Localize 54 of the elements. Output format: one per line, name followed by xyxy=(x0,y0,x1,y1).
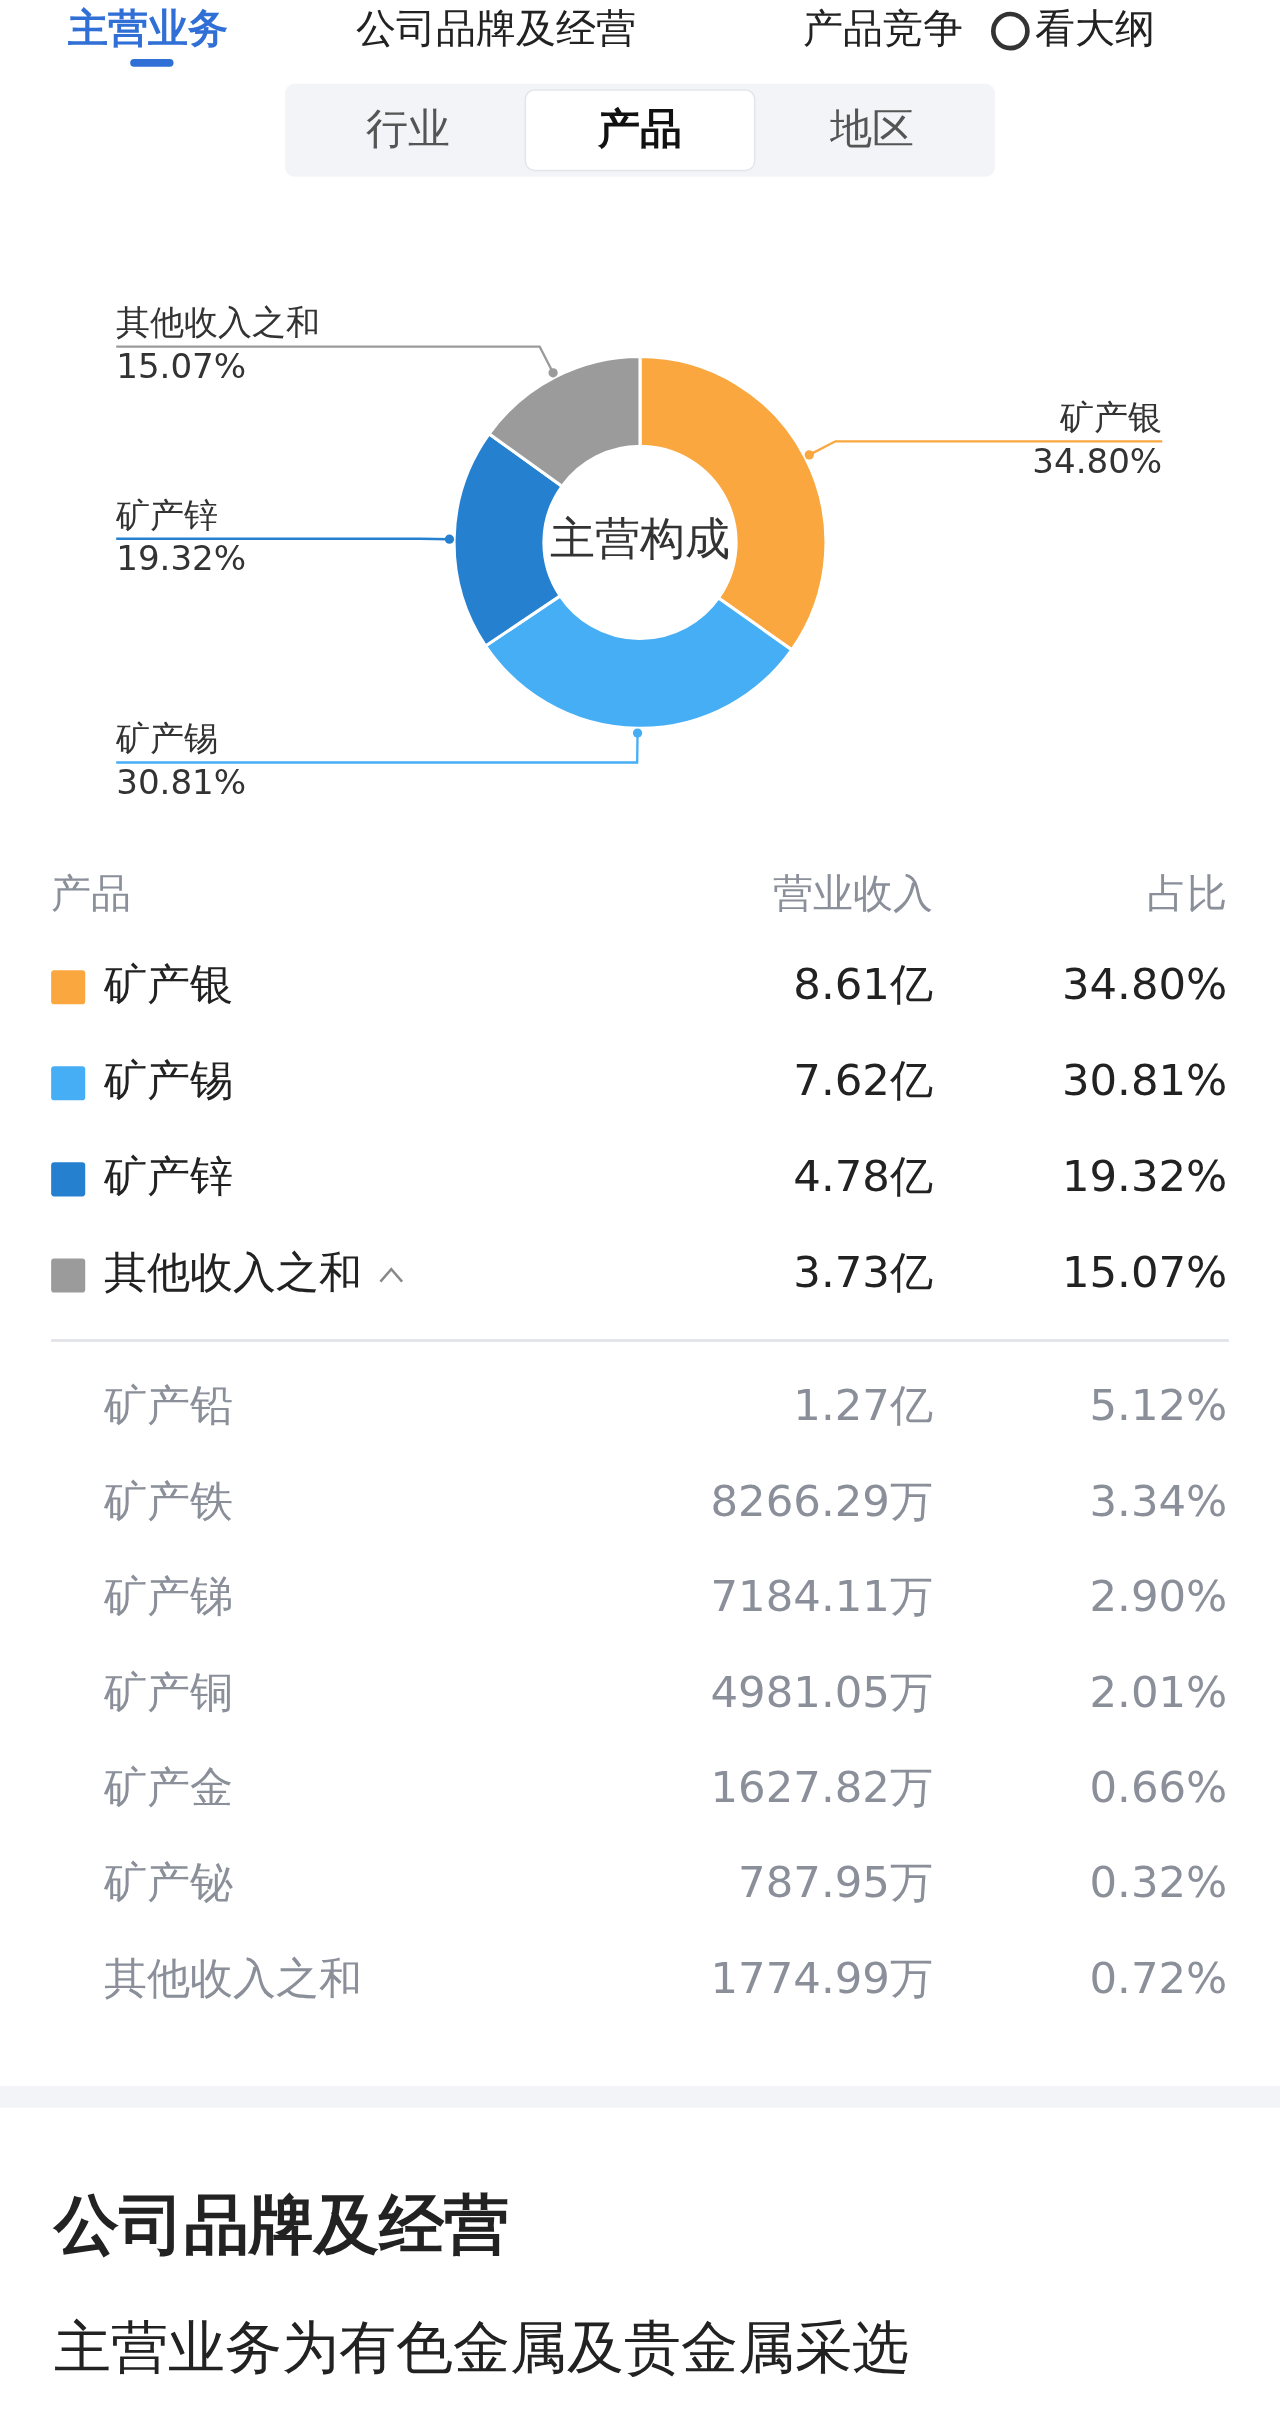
text: 1774.99万 xyxy=(710,1952,933,2003)
text: 34.80% xyxy=(1061,958,1228,1009)
text: 占比 xyxy=(1147,869,1228,917)
text: 产品竞争 xyxy=(802,5,963,53)
data-label: 34.80% xyxy=(1032,440,1163,481)
slice-label: 矿产锌 xyxy=(115,494,219,535)
text: 公司品牌及经营 xyxy=(52,2186,510,2262)
text: 矿产铜 xyxy=(102,1666,233,1717)
slice-label: 矿产锡 xyxy=(115,718,219,759)
text: 营业收入 xyxy=(772,869,933,917)
text: 其他收入之和 xyxy=(103,1952,362,2003)
slice-label: 矿产银 xyxy=(1059,397,1163,438)
text: 矿产金 xyxy=(102,1762,233,1813)
text: 3.73亿 xyxy=(793,1246,933,1297)
text: 4.78亿 xyxy=(793,1150,933,1201)
text: 行业 xyxy=(365,104,450,154)
text: 787.95万 xyxy=(738,1857,933,1908)
data-label: 30.81% xyxy=(116,761,247,802)
text: 5.12% xyxy=(1089,1380,1228,1431)
text: 7.62亿 xyxy=(793,1054,933,1105)
data-label: 19.32% xyxy=(116,537,247,578)
text: 矿产铅 xyxy=(102,1380,233,1431)
text: 1.27亿 xyxy=(793,1380,933,1431)
data-label: 15.07% xyxy=(116,345,247,386)
text: 19.32% xyxy=(1061,1150,1228,1201)
text: 产品 xyxy=(51,869,132,917)
text: 30.81% xyxy=(1061,1054,1228,1105)
text: 主营业务 xyxy=(67,5,229,53)
text: 8266.29万 xyxy=(710,1475,933,1526)
text: 0.32% xyxy=(1089,1857,1228,1908)
text: 7184.11万 xyxy=(710,1571,933,1622)
slice-label: 其他收入之和 xyxy=(116,302,321,343)
text: 主营构成 xyxy=(550,512,730,566)
text: 15.07% xyxy=(1061,1246,1228,1297)
text: 矿产铋 xyxy=(102,1857,233,1908)
text: 2.01% xyxy=(1089,1666,1228,1717)
legend-label: 其他收入之和 xyxy=(103,1246,362,1297)
text: 0.72% xyxy=(1089,1952,1228,2003)
text: 主营业务为有色金属及贵金属采选 xyxy=(54,2313,910,2381)
text: 看大纲 xyxy=(1035,5,1156,53)
legend-label: 矿产锡 xyxy=(102,1054,233,1105)
legend-label: 矿产锌 xyxy=(102,1150,233,1201)
text: 4981.05万 xyxy=(710,1666,933,1717)
text: 矿产锑 xyxy=(102,1571,233,1622)
text: 3.34% xyxy=(1089,1475,1228,1526)
legend-label: 矿产银 xyxy=(102,958,233,1009)
text: 8.61亿 xyxy=(793,958,933,1009)
text: 0.66% xyxy=(1089,1762,1228,1813)
text: 地区 xyxy=(829,104,915,154)
text: 公司品牌及经营 xyxy=(356,5,637,53)
text: 矿产铁 xyxy=(102,1475,233,1526)
text: 产品 xyxy=(597,104,682,154)
text: 1627.82万 xyxy=(710,1762,933,1813)
text: 2.90% xyxy=(1089,1571,1228,1622)
